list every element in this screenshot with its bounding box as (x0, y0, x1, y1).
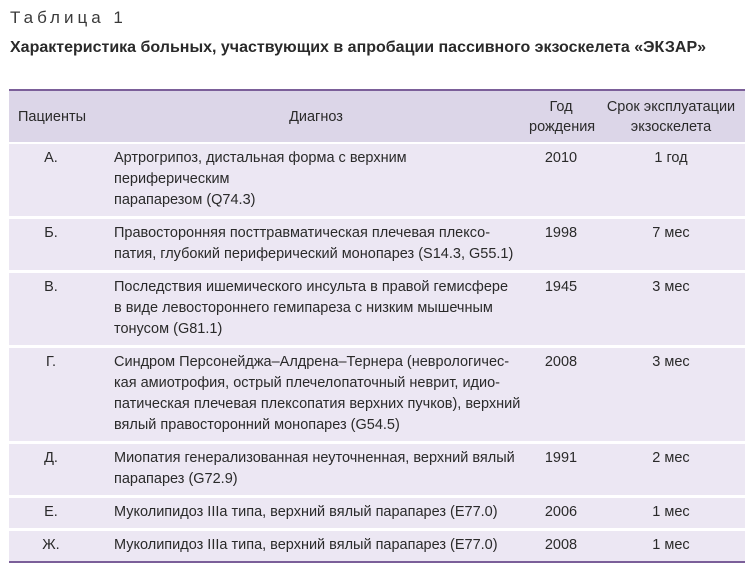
diagnosis-line: вялый правосторонний монопарез (G54.5) (114, 417, 400, 433)
diagnosis-cell: Правосторонняя посттравматическая плечев… (107, 217, 525, 273)
patient-cell: Ж. (9, 529, 107, 563)
patients-table: Пациенты Диагноз Год рождения Срок экспл… (9, 89, 745, 563)
diagnosis-line: парапарез (G72.9) (114, 471, 238, 487)
diagnosis-line: Миопатия генерализованная неуточненная, … (114, 450, 515, 466)
patient-cell: В. (9, 271, 107, 348)
birth-year-cell: 2006 (525, 496, 597, 531)
birth-year-cell: 1998 (525, 217, 597, 273)
usage-term-cell: 7 мес (597, 217, 745, 273)
patient-cell: Б. (9, 217, 107, 273)
patient-cell: Г. (9, 346, 107, 444)
header-usage-term-line2: экзоскелета (630, 118, 712, 135)
birth-year-cell: 2008 (525, 529, 597, 563)
header-patients: Пациенты (9, 89, 107, 144)
usage-term-cell: 3 мес (597, 271, 745, 348)
table-row: Г. Синдром Персонейджа–Алдрена–Тернера (н… (9, 346, 745, 444)
table-row: Е. Муколипидоз IIIa типа, верхний вялый п… (9, 496, 745, 531)
diagnosis-cell: Артрогрипоз, дистальная форма с верхним … (107, 143, 525, 219)
table-row: Ж. Муколипидоз IIIa типа, верхний вялый п… (9, 529, 745, 563)
diagnosis-line: Последствия ишемического инсульта в прав… (114, 279, 509, 295)
table-row: А. Артрогрипоз, дистальная форма с верхни… (9, 143, 745, 219)
table-header: Пациенты Диагноз Год рождения Срок экспл… (9, 89, 745, 144)
table-body: А. Артрогрипоз, дистальная форма с верхни… (9, 143, 745, 563)
table-row: Б. Правосторонняя посттравматическая плеч… (9, 217, 745, 273)
usage-term-cell: 2 мес (597, 442, 745, 498)
birth-year-cell: 2008 (525, 346, 597, 444)
diagnosis-line: Муколипидоз IIIa типа, верхний вялый пар… (114, 504, 498, 520)
header-birth-year-line2: рождения (529, 118, 596, 135)
diagnosis-cell: Муколипидоз IIIa типа, верхний вялый пар… (107, 496, 525, 531)
diagnosis-line: патическая плечевая плексопатия верхних … (114, 396, 521, 412)
diagnosis-cell: Муколипидоз IIIa типа, верхний вялый пар… (107, 529, 525, 563)
diagnosis-line: тонусом (G81.1) (114, 321, 223, 337)
usage-term-cell: 1 год (597, 143, 745, 219)
diagnosis-line: в виде левостороннего гемипареза с низки… (114, 300, 493, 316)
birth-year-cell: 1991 (525, 442, 597, 498)
diagnosis-line: парапарезом (Q74.3) (114, 192, 256, 208)
birth-year-cell: 2010 (525, 143, 597, 219)
birth-year-cell: 1945 (525, 271, 597, 348)
usage-term-cell: 1 мес (597, 496, 745, 531)
patient-cell: Е. (9, 496, 107, 531)
table-title: Характеристика больных, участвующих в ап… (10, 39, 707, 56)
patient-cell: А. (9, 143, 107, 219)
diagnosis-cell: Последствия ишемического инсульта в прав… (107, 271, 525, 348)
table-row: В. Последствия ишемического инсульта в пр… (9, 271, 745, 348)
diagnosis-line: Муколипидоз IIIa типа, верхний вялый пар… (114, 537, 498, 553)
diagnosis-cell: Миопатия генерализованная неуточненная, … (107, 442, 525, 498)
header-birth-year-line1: Год (549, 98, 573, 115)
patient-cell: Д. (9, 442, 107, 498)
diagnosis-line: патия, глубокий периферический монопарез… (114, 246, 514, 262)
diagnosis-line: Правосторонняя посттравматическая плечев… (114, 225, 491, 241)
header-birth-year: Год рождения (525, 89, 597, 144)
usage-term-cell: 1 мес (597, 529, 745, 563)
diagnosis-cell: Синдром Персонейджа–Алдрена–Тернера (нев… (107, 346, 525, 444)
table-number-label: Таблица 1 (10, 8, 127, 27)
header-diagnosis: Диагноз (107, 89, 525, 144)
header-row: Пациенты Диагноз Год рождения Срок экспл… (9, 89, 745, 144)
diagnosis-line: Артрогрипоз, дистальная форма с верхним … (114, 150, 407, 187)
diagnosis-line: кая амиотрофия, острый плечелопаточный н… (114, 375, 500, 391)
header-usage-term-line1: Срок эксплуатации (606, 98, 736, 115)
header-usage-term: Срок эксплуатации экзоскелета (597, 89, 745, 144)
usage-term-cell: 3 мес (597, 346, 745, 444)
diagnosis-line: Синдром Персонейджа–Алдрена–Тернера (нев… (114, 354, 510, 370)
table-row: Д. Миопатия генерализованная неуточненная… (9, 442, 745, 498)
